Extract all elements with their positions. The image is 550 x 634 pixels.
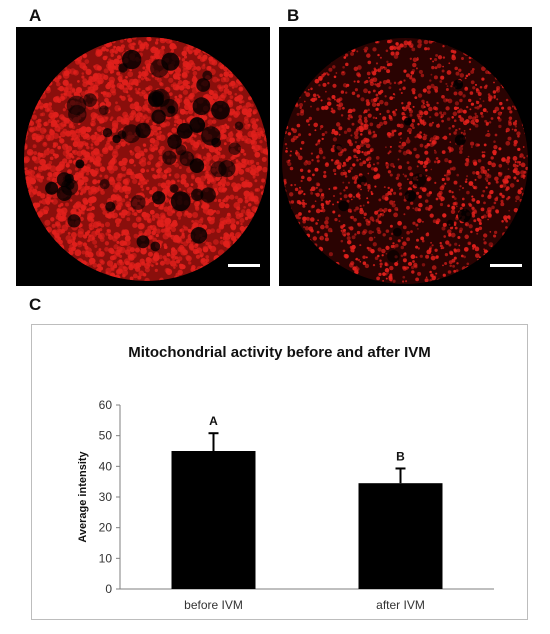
chart-panel: Mitochondrial activity before and after … [31, 324, 528, 620]
panel-label-a: A [29, 6, 42, 25]
micrograph-a-image [24, 37, 268, 281]
scale-bar [490, 264, 522, 267]
significance-letter-1: A [209, 414, 218, 428]
y-tick-label: 50 [99, 429, 113, 443]
x-tick-label-1: before IVM [184, 598, 243, 612]
bar-1 [171, 451, 256, 589]
y-tick-label: 0 [105, 582, 112, 596]
bar-2 [358, 483, 443, 589]
micrograph-b-image [282, 38, 528, 284]
panel-label-b: B [287, 6, 300, 25]
y-axis-label: Average intensity [77, 450, 89, 542]
y-tick-label: 40 [99, 459, 113, 473]
y-tick-label: 20 [99, 521, 113, 535]
panel-label-c: C [29, 295, 42, 314]
y-tick-label: 10 [99, 551, 113, 565]
y-tick-label: 30 [99, 490, 113, 504]
y-tick-label: 60 [99, 398, 113, 412]
x-tick-label-2: after IVM [376, 598, 425, 612]
chart-title: Mitochondrial activity before and after … [128, 344, 431, 361]
micrograph-b [279, 27, 532, 286]
significance-letter-2: B [396, 449, 405, 463]
scale-bar [228, 264, 260, 267]
micrograph-a [16, 27, 270, 286]
